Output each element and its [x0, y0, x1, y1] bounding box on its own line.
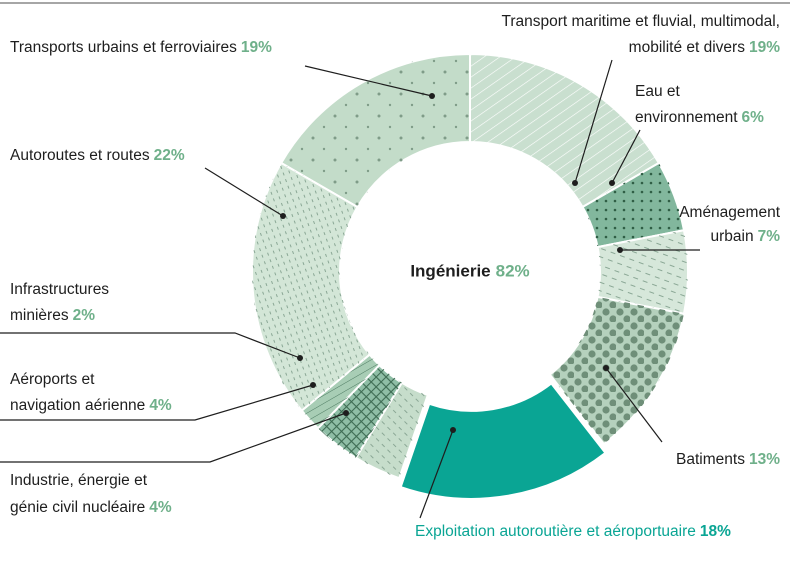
leader-dot	[609, 180, 615, 186]
leader-line	[0, 384, 314, 421]
label-value: 4%	[149, 499, 172, 516]
leader-line	[204, 167, 284, 217]
label-text: Infrastructures	[10, 281, 109, 298]
label-value: 22%	[154, 147, 185, 164]
leader-dot	[617, 247, 623, 253]
leader-line	[0, 412, 347, 463]
center-label: Ingénierie	[410, 261, 490, 280]
label-text: Industrie, énergie et	[10, 472, 148, 489]
label-value: 6%	[742, 109, 765, 126]
leader-dot	[297, 355, 303, 361]
label-text: Transports urbains et ferroviaires	[10, 39, 237, 56]
leader-dot	[572, 180, 578, 186]
label-text: environnement	[635, 109, 738, 126]
leader-line	[605, 367, 663, 443]
label-text: Exploitation autoroutière et aéroportuai…	[415, 523, 696, 540]
leader-dot	[280, 213, 286, 219]
leader-line	[611, 129, 641, 184]
label-text: Aéroports et	[10, 371, 95, 388]
label-text: Batiments	[676, 451, 745, 468]
label-value: 19%	[749, 39, 780, 56]
label-text: minières	[10, 307, 69, 324]
label-value: 7%	[758, 228, 781, 245]
label-text: urbain	[711, 228, 754, 245]
label-text: navigation aérienne	[10, 397, 145, 414]
leader-line	[0, 332, 301, 359]
leader-line	[574, 59, 613, 184]
label-text: Autoroutes et routes	[10, 147, 150, 164]
label-text: Eau et	[635, 83, 681, 100]
label-text: génie civil nucléaire	[10, 499, 145, 516]
label-value: 2%	[73, 307, 96, 324]
label-text: mobilité et divers	[629, 39, 746, 56]
leader-dot	[429, 93, 435, 99]
label-value: 13%	[749, 451, 780, 468]
leader-dot	[603, 365, 609, 371]
leader-dot	[450, 427, 456, 433]
label-value: 4%	[149, 397, 172, 414]
center-value: 82%	[496, 261, 530, 280]
donut-segment	[399, 382, 607, 500]
label-value: 18%	[700, 523, 731, 540]
leader-line	[304, 65, 433, 97]
label-text: Transport maritime et fluvial, multimoda…	[501, 13, 780, 30]
leader-line	[419, 429, 454, 519]
label-value: 19%	[241, 39, 272, 56]
leader-dot	[343, 410, 349, 416]
leader-dot	[310, 382, 316, 388]
label-text: Aménagement	[679, 204, 781, 221]
